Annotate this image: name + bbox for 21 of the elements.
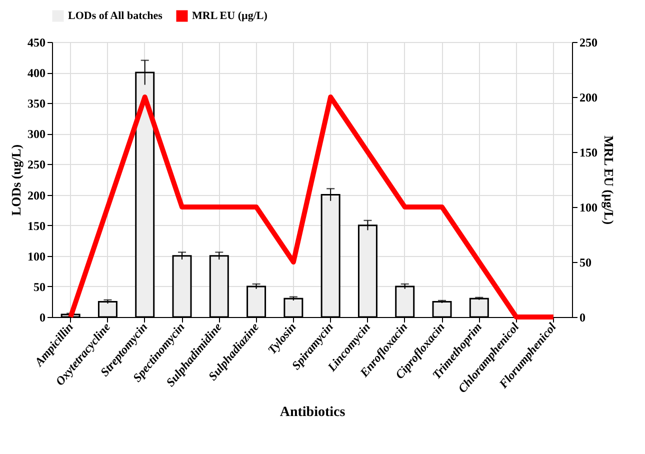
- y-tick-label: 400: [28, 66, 46, 80]
- y-tick-label: 50: [34, 280, 46, 294]
- legend-label: LODs of All batches: [68, 10, 164, 22]
- y-tick-label: 250: [28, 158, 46, 172]
- y-tick-label: 0: [40, 310, 46, 324]
- y2-tick-label: 100: [580, 200, 598, 214]
- y2-tick-label: 200: [580, 90, 598, 104]
- x-axis-title: Antibiotics: [280, 404, 346, 420]
- y2-tick-label: 250: [580, 36, 598, 50]
- y-tick-label: 350: [28, 96, 46, 111]
- y2-tick-label: 0: [580, 310, 586, 324]
- y-axis-title: LODs (ug/L): [8, 144, 24, 216]
- y2-tick-label: 50: [580, 256, 592, 270]
- y-tick-label: 100: [28, 249, 46, 264]
- y-tick-label: 150: [28, 218, 46, 233]
- legend-label: MRL EU (µg/L): [192, 10, 268, 22]
- y-tick-label: 200: [28, 188, 46, 202]
- y2-tick-label: 150: [580, 146, 598, 160]
- y-tick-label: 300: [28, 127, 46, 142]
- y2-axis-title: MRL EU (µg/L): [602, 135, 616, 225]
- y-tick-label: 450: [28, 36, 46, 50]
